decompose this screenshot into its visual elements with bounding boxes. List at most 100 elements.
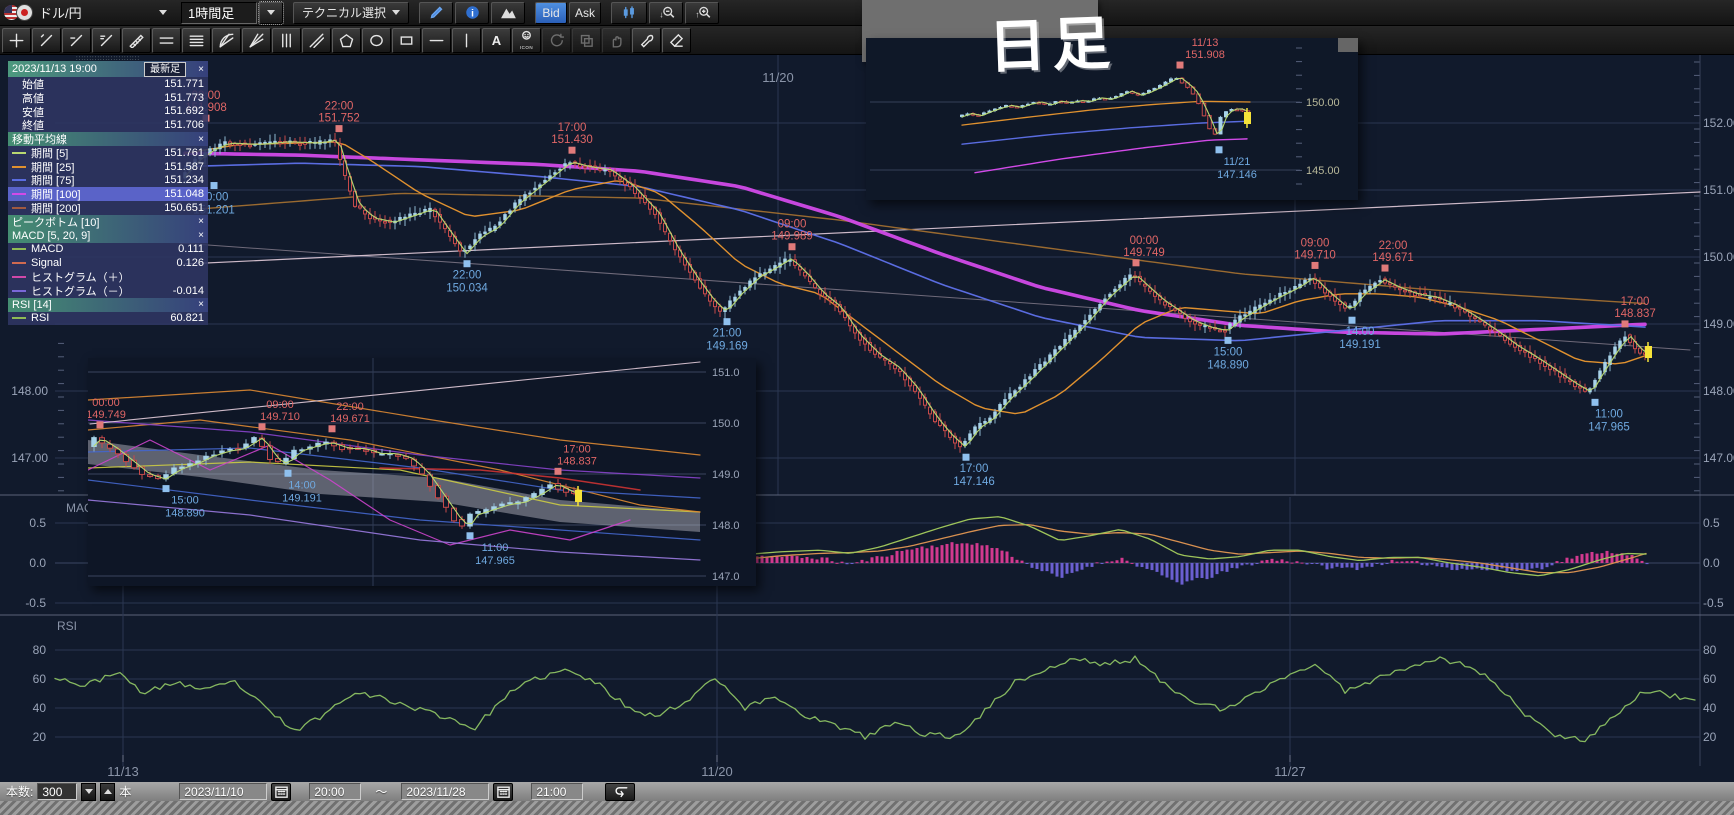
indicator-row[interactable]: RSI 60.821 [8, 311, 208, 326]
area-chart-button[interactable] [491, 1, 526, 24]
chart-type-button[interactable] [611, 1, 648, 24]
tool-gann-fan[interactable] [212, 27, 241, 53]
svg-text:147.00: 147.00 [1703, 451, 1734, 465]
tool-hline[interactable] [422, 27, 451, 53]
panel-section-header[interactable]: 2023/11/13 19:00 最新足 × [8, 61, 208, 77]
tool-trendline-1[interactable] [32, 27, 61, 53]
chevron-down-icon [267, 10, 275, 15]
indicator-row[interactable]: ヒストグラム（＋） [8, 270, 208, 284]
close-icon[interactable]: × [198, 299, 204, 311]
indicator-row[interactable]: 期間 [200] 150.651 [8, 201, 208, 215]
tool-pentagon[interactable] [332, 27, 361, 53]
count-down-button[interactable] [81, 782, 97, 801]
indicator-row[interactable]: 始値 151.771 [8, 77, 208, 91]
panel-section-header[interactable]: 移動平均線 × [8, 132, 208, 146]
tool-ellipse[interactable] [362, 27, 391, 53]
tool-trendline-3[interactable] [92, 27, 121, 53]
row-value: 0.126 [176, 257, 204, 270]
tool-trendline-2[interactable] [62, 27, 91, 53]
indicator-row[interactable]: 期間 [5] 151.761 [8, 145, 208, 160]
svg-text:22:00: 22:00 [325, 101, 354, 113]
tool-vlines[interactable] [272, 27, 301, 53]
info-button[interactable]: i [455, 1, 490, 24]
indicator-row[interactable]: 安値 151.692 [8, 104, 208, 119]
svg-text:149.191: 149.191 [282, 492, 322, 504]
timeframe-select[interactable]: 1時間足 [181, 1, 257, 24]
technical-select-button[interactable]: テクニカル選択 [293, 1, 410, 24]
panel-section-header[interactable]: MACD [5, 20, 9] × [8, 228, 208, 243]
panel-section-header[interactable]: RSI [14] × [8, 297, 208, 312]
svg-text:15:00: 15:00 [1214, 346, 1243, 358]
tool-wrench[interactable] [632, 27, 661, 53]
tool-vline[interactable] [452, 27, 481, 53]
currency-pair-select[interactable]: ドル/円 [35, 3, 171, 22]
tool-eraser[interactable] [662, 27, 691, 53]
calendar-to-button[interactable] [493, 782, 514, 801]
tool-hlines-2[interactable] [152, 27, 181, 53]
panel-section-header[interactable]: ピークボトム [10] × [8, 214, 208, 229]
bid-toggle-button[interactable]: Bid [535, 1, 568, 24]
bar-count-input[interactable]: 300 [37, 783, 78, 800]
calendar-from-button[interactable] [271, 782, 292, 801]
svg-text:11:00: 11:00 [1595, 408, 1623, 420]
svg-text:00:00: 00:00 [1130, 235, 1159, 247]
svg-text:11/21: 11/21 [1224, 156, 1251, 168]
section-title: 移動平均線 [12, 134, 67, 147]
time-from-input[interactable]: 20:00 [309, 783, 362, 800]
indicator-data-panel[interactable]: :::::::::::::::::::::::: 2023/11/13 19:0… [8, 56, 208, 326]
close-icon[interactable]: × [198, 230, 204, 242]
close-icon[interactable]: × [198, 63, 204, 75]
count-up-button[interactable] [100, 782, 116, 801]
refresh-button[interactable] [605, 782, 636, 801]
svg-text:17:00: 17:00 [1621, 296, 1650, 308]
svg-text:147.00: 147.00 [11, 451, 48, 465]
svg-text:149.749: 149.749 [88, 409, 126, 421]
tool-copy-disabled[interactable] [572, 27, 601, 53]
svg-text:151.0: 151.0 [712, 367, 740, 379]
triangle-down-icon [84, 789, 93, 794]
tool-ruler[interactable] [122, 27, 151, 53]
svg-text:148.890: 148.890 [1207, 359, 1249, 371]
latest-bar-button[interactable]: 最新足 [144, 61, 187, 77]
zoom-out-button[interactable]: ↓ [649, 1, 684, 24]
svg-text:40: 40 [1703, 701, 1717, 715]
indicator-row[interactable]: Signal 0.126 [8, 256, 208, 271]
draw-pencil-button[interactable] [419, 1, 454, 24]
tool-crosshair[interactable] [2, 27, 31, 53]
tool-hlines-4[interactable] [182, 27, 211, 53]
row-value: 151.587 [164, 160, 204, 173]
series-color-swatch [12, 276, 26, 279]
timeframe-dropdown-button[interactable] [258, 0, 284, 25]
tool-pan-disabled[interactable] [602, 27, 631, 53]
date-to-input[interactable]: 2023/11/28 [401, 783, 490, 800]
indicator-row[interactable]: 期間 [75] 151.234 [8, 173, 208, 187]
svg-text:148.890: 148.890 [165, 508, 205, 520]
indicator-row[interactable]: 期間 [25] 151.587 [8, 159, 208, 174]
indicator-row[interactable]: 高値 151.773 [8, 90, 208, 105]
tool-emoji-icon[interactable]: ICON [512, 27, 541, 53]
bar-count-label: 本数: [6, 785, 34, 799]
tool-text[interactable]: A [482, 27, 511, 53]
series-color-swatch [12, 262, 26, 265]
date-from-input[interactable]: 2023/11/10 [179, 783, 268, 800]
svg-text:22:00: 22:00 [453, 270, 482, 282]
close-icon[interactable]: × [198, 216, 204, 228]
tool-speed-lines[interactable] [242, 27, 271, 53]
panel-drag-handle[interactable]: :::::::::::::::::::::::: [75, 56, 140, 61]
section-title: RSI [14] [12, 298, 52, 311]
tool-history-disabled[interactable] [542, 27, 571, 53]
ask-toggle-button[interactable]: Ask [569, 1, 602, 24]
tool-channel[interactable] [302, 27, 331, 53]
indicator-row[interactable]: 期間 [100] 151.048 [8, 187, 208, 201]
text-tool-label: A [491, 32, 502, 48]
tool-rectangle[interactable] [392, 27, 421, 53]
svg-text:14:00: 14:00 [288, 479, 316, 491]
svg-text:17:00: 17:00 [563, 443, 591, 455]
indicator-row[interactable]: ヒストグラム（－） -0.014 [8, 283, 208, 298]
time-to-input[interactable]: 21:00 [531, 783, 584, 800]
zoom-in-button[interactable]: ↑ [685, 1, 720, 24]
indicator-row[interactable]: MACD 0.111 [8, 242, 208, 257]
indicator-row[interactable]: 終値 151.706 [8, 118, 208, 132]
close-icon[interactable]: × [198, 133, 204, 145]
